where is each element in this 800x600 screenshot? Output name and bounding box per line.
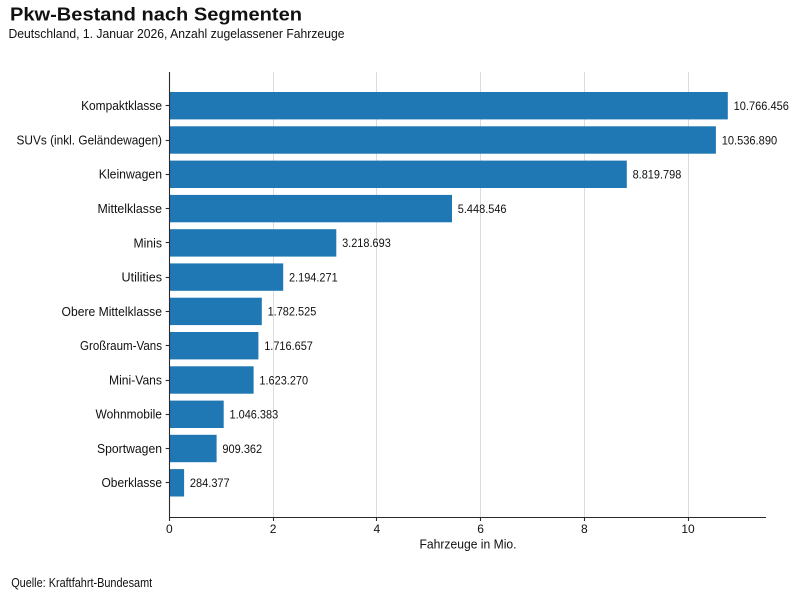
svg-text:4: 4: [373, 522, 380, 536]
svg-text:1.782.525: 1.782.525: [268, 305, 317, 319]
svg-text:Minis: Minis: [134, 236, 163, 250]
svg-text:Pkw-Bestand nach Segmenten: Pkw-Bestand nach Segmenten: [10, 4, 302, 24]
svg-text:3.218.693: 3.218.693: [342, 236, 391, 250]
svg-text:Deutschland, 1. Januar 2026, A: Deutschland, 1. Januar 2026, Anzahl zuge…: [9, 26, 345, 41]
svg-text:6: 6: [477, 522, 484, 536]
svg-text:8: 8: [581, 522, 588, 536]
svg-text:Kleinwagen: Kleinwagen: [99, 168, 162, 182]
svg-text:Utilities: Utilities: [122, 271, 163, 285]
svg-text:10.766.456: 10.766.456: [734, 99, 790, 113]
svg-text:0: 0: [166, 522, 173, 536]
svg-text:Oberklasse: Oberklasse: [102, 476, 163, 490]
svg-text:1.716.657: 1.716.657: [264, 339, 313, 353]
svg-text:Mini-Vans: Mini-Vans: [109, 373, 162, 387]
svg-text:Kompaktklasse: Kompaktklasse: [81, 99, 162, 113]
svg-text:284.377: 284.377: [190, 476, 230, 490]
svg-text:Fahrzeuge in Mio.: Fahrzeuge in Mio.: [420, 537, 517, 552]
svg-text:Obere Mittelklasse: Obere Mittelklasse: [62, 305, 163, 319]
svg-text:1.623.270: 1.623.270: [259, 373, 308, 387]
svg-text:Quelle: Kraftfahrt-Bundesamt: Quelle: Kraftfahrt-Bundesamt: [11, 575, 152, 590]
svg-text:2.194.271: 2.194.271: [289, 270, 338, 284]
svg-text:2: 2: [270, 522, 277, 536]
svg-text:8.819.798: 8.819.798: [633, 168, 682, 182]
svg-text:Mittelklasse: Mittelklasse: [98, 202, 163, 216]
svg-text:5.448.546: 5.448.546: [458, 202, 507, 216]
svg-text:Sportwagen: Sportwagen: [97, 442, 162, 456]
svg-text:10: 10: [681, 522, 695, 536]
svg-text:Wohnmobile: Wohnmobile: [96, 408, 163, 422]
svg-text:10.536.890: 10.536.890: [722, 133, 778, 147]
svg-text:SUVs (inkl. Geländewagen): SUVs (inkl. Geländewagen): [17, 133, 163, 147]
svg-text:909.362: 909.362: [222, 442, 262, 456]
svg-text:Großraum-Vans: Großraum-Vans: [80, 339, 162, 353]
svg-text:1.046.383: 1.046.383: [230, 408, 279, 422]
